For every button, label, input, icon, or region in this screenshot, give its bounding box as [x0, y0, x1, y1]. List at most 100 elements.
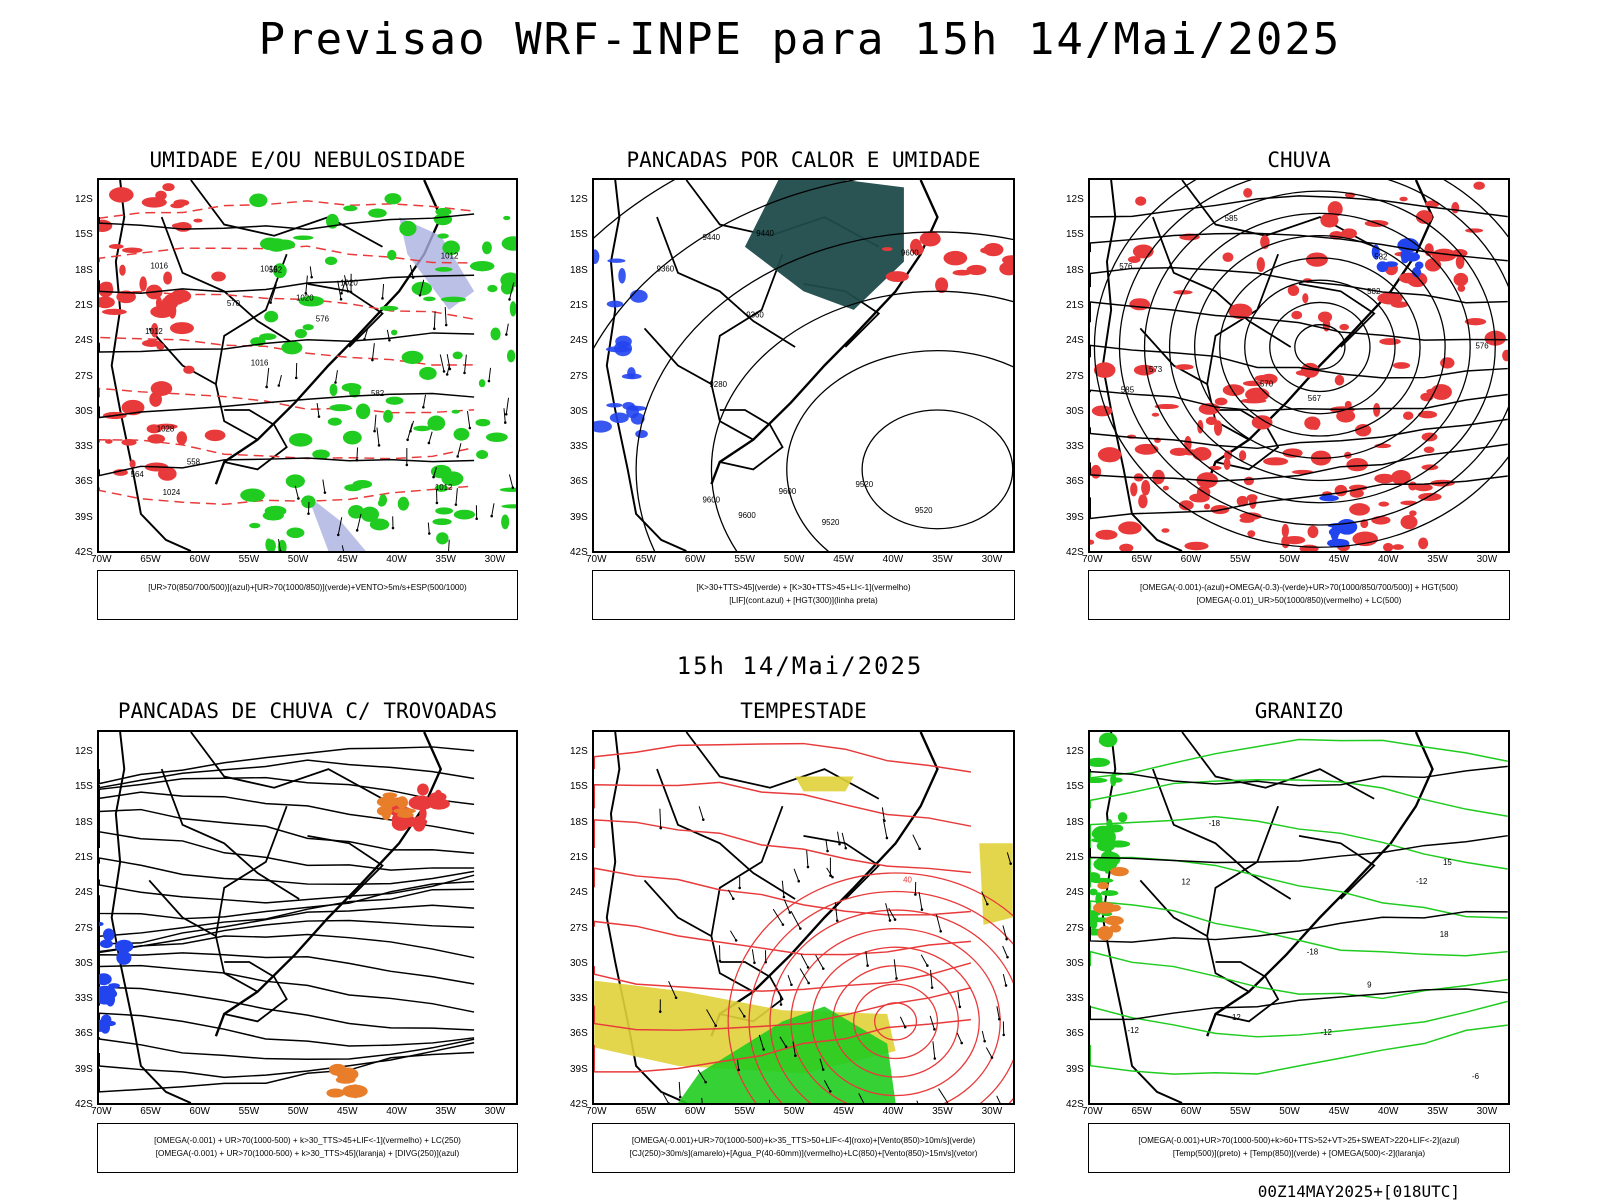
green-humidity-patch-18 — [266, 238, 287, 251]
red-rain-area-north-6 — [1129, 298, 1150, 310]
wind-vector-51 — [921, 955, 927, 966]
blue-lif-contour-17 — [614, 341, 632, 356]
green-humidity-patch-78 — [281, 341, 302, 354]
contour-label-9: 570 — [227, 299, 241, 308]
map-graphic: 40 — [594, 732, 1013, 1103]
green-humidity-patch-13 — [399, 221, 416, 236]
wind-vector-head-0 — [844, 847, 847, 850]
contour-label-5: 573 — [1149, 365, 1163, 374]
wind-vector-head-12 — [762, 1048, 765, 1051]
wind-vector-head-37 — [960, 1042, 963, 1045]
border-line-2 — [686, 732, 878, 799]
wind-vector-50 — [448, 540, 449, 551]
wind-vector-33 — [986, 1047, 992, 1057]
red-humidity-patch-46 — [170, 290, 191, 303]
lat-label: 15S — [1066, 229, 1084, 240]
wind-vector-head-54 — [764, 961, 767, 964]
contour-label-2: 576 — [1475, 342, 1489, 351]
green-humidity-patch-84 — [286, 528, 304, 538]
lat-label: 30S — [570, 406, 588, 417]
legend-line: [K>30+TTS>45](verde) + [K>30+TTS>45+LI<-… — [593, 581, 1014, 594]
wind-vector-head-55 — [866, 964, 869, 967]
wind-vector-28 — [1003, 926, 1007, 940]
red-rain-area-north-35 — [1243, 188, 1252, 198]
blue-omega-area-8 — [1404, 252, 1420, 261]
lat-label: 12S — [1066, 746, 1084, 757]
red-rain-area-73 — [1197, 420, 1203, 434]
wind-vector-head-45 — [505, 333, 508, 336]
red-rain-area-51 — [1119, 544, 1133, 551]
lat-label: 39S — [75, 1064, 93, 1075]
wind-vector-25 — [913, 835, 920, 849]
contour-label-7: 582 — [1367, 287, 1380, 296]
east-coastline — [1207, 732, 1432, 1036]
red-rain-area-81 — [1421, 464, 1438, 470]
lat-label: 12S — [75, 194, 93, 205]
red-rain-area-66 — [1135, 444, 1159, 455]
red-rain-area-96 — [1374, 474, 1394, 484]
red-li-area-5 — [882, 247, 893, 251]
wind-vector-head-17 — [350, 291, 353, 294]
red-rain-area-2 — [1392, 544, 1404, 550]
wind-vector-head-12 — [422, 406, 425, 409]
green-humidity-patch-45 — [419, 367, 437, 380]
contour-label-6: 576 — [1119, 262, 1133, 271]
orange-omega-area-7 — [1110, 867, 1129, 876]
wind-vector-1 — [323, 480, 325, 493]
lon-label: 45W — [1329, 1106, 1350, 1117]
wind-vector-head-28 — [475, 517, 478, 520]
streamline-0 — [1090, 196, 1507, 217]
legend-line: [LIF](cont.azul) + [HGT(300)](linha pret… — [593, 594, 1014, 607]
lat-label: 18S — [570, 817, 588, 828]
wind-vector-head-66 — [807, 966, 810, 969]
wind-vector-head-22 — [735, 939, 738, 942]
panel-title-3: CHUVA — [1088, 148, 1510, 172]
wind-vector-head-63 — [931, 986, 934, 989]
legend-line: [OMEGA(-0.001) + UR>70(1000-500) + k>30_… — [98, 1134, 517, 1147]
contour-label-12: 552 — [269, 265, 282, 274]
orange-storm-area-7 — [382, 809, 391, 820]
red-humidity-patch-36 — [183, 366, 194, 374]
green-humidity-patch-33 — [330, 404, 352, 411]
lat-label: 15S — [75, 229, 93, 240]
lat-label: 36S — [570, 1028, 588, 1039]
lon-label: 70W — [586, 1106, 607, 1117]
wind-vector-47 — [826, 840, 828, 851]
hgt300-contour-1 — [862, 410, 1013, 529]
east-coastline — [1207, 180, 1432, 484]
lon-label: 40W — [883, 1106, 904, 1117]
lon-label: 50W — [784, 554, 805, 565]
wind-vector-head-49 — [490, 515, 493, 518]
legend-line: [OMEGA(-0.01)_UR>50(1000/850)(vermelho) … — [1089, 594, 1509, 607]
legend-panel-1: [UR>70(850/700/500)](azul)+[UR>70(1000/8… — [97, 570, 518, 620]
orange-omega-area-4 — [1097, 882, 1108, 889]
lat-label: 27S — [1066, 371, 1084, 382]
red-rain-area-70 — [1403, 412, 1413, 421]
lat-label: 39S — [75, 512, 93, 523]
legend-line: [CJ(250)>30m/s](amarelo)+[Agua_P(40-60mm… — [593, 1147, 1014, 1160]
red-humidity-patch-37 — [105, 439, 113, 444]
lat-label: 24S — [570, 887, 588, 898]
wind-vector-head-3 — [504, 421, 507, 424]
red-rain-area-11 — [1308, 526, 1319, 538]
red-rain-area-80 — [1378, 502, 1389, 507]
green-humidity-patch-48 — [386, 397, 404, 405]
lon-label: 50W — [1279, 1106, 1300, 1117]
red-thunder-area-10 — [434, 790, 443, 806]
wind-vector-3 — [504, 408, 505, 422]
contour-label-7: 1020 — [296, 293, 314, 302]
contour-label-1: 582 — [1374, 253, 1387, 262]
wind-vector-7 — [807, 851, 808, 867]
blue-lif-contour-5 — [635, 430, 648, 438]
lat-label: 30S — [75, 406, 93, 417]
wind-vector-head-37 — [356, 529, 359, 532]
contour-label-2: -6 — [1472, 1072, 1480, 1081]
contour-label-8: 1028 — [157, 425, 175, 434]
lat-label: 24S — [1066, 335, 1084, 346]
contour-label-2: 1012 — [441, 251, 459, 260]
contour-label-9: 12 — [1232, 1013, 1241, 1022]
green-humidity-patch-16 — [454, 428, 470, 441]
blue-divergence-area-9 — [100, 940, 113, 949]
wind-vector-66 — [801, 954, 808, 967]
